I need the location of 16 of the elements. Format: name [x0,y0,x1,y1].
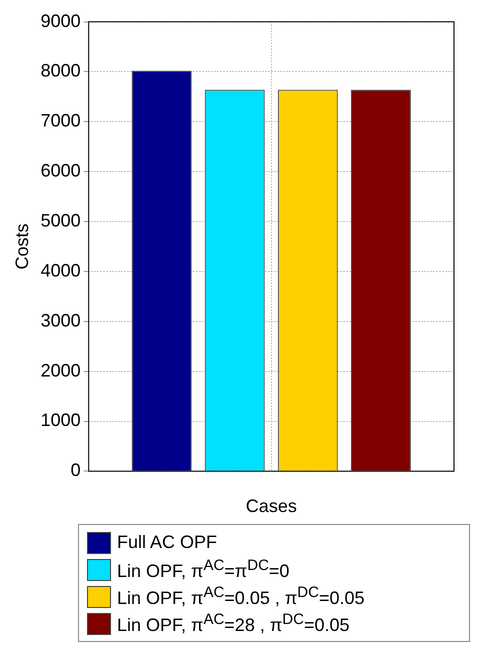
legend-label: Lin OPF, π$^{AC}$=28 , π$^{DC}$=0.05 [117,611,350,636]
y-tick-label: 8000 [40,60,81,81]
legend-label: Full AC OPF [117,532,218,553]
y-tick-label: 9000 [40,10,81,31]
y-tick-label: 1000 [40,410,81,430]
y-tick-label: 2000 [40,360,81,380]
y-tick-label: 6000 [40,160,81,181]
y-tick-label: 0 [70,460,81,480]
legend-label: Lin OPF, π$^{AC}$=0.05 , π$^{DC}$=0.05 [117,584,364,609]
y-tick-label: 5000 [40,210,81,230]
y-tick-label: 3000 [40,310,81,330]
y-tick-label: 7000 [40,110,81,131]
y-tick-label: 4000 [40,260,81,280]
legend-label: Lin OPF, π$^{AC}$=π$^{DC}$=0 [117,557,290,582]
y-axis-title: Costs [12,223,32,270]
x-axis-title: Cases [246,496,297,516]
